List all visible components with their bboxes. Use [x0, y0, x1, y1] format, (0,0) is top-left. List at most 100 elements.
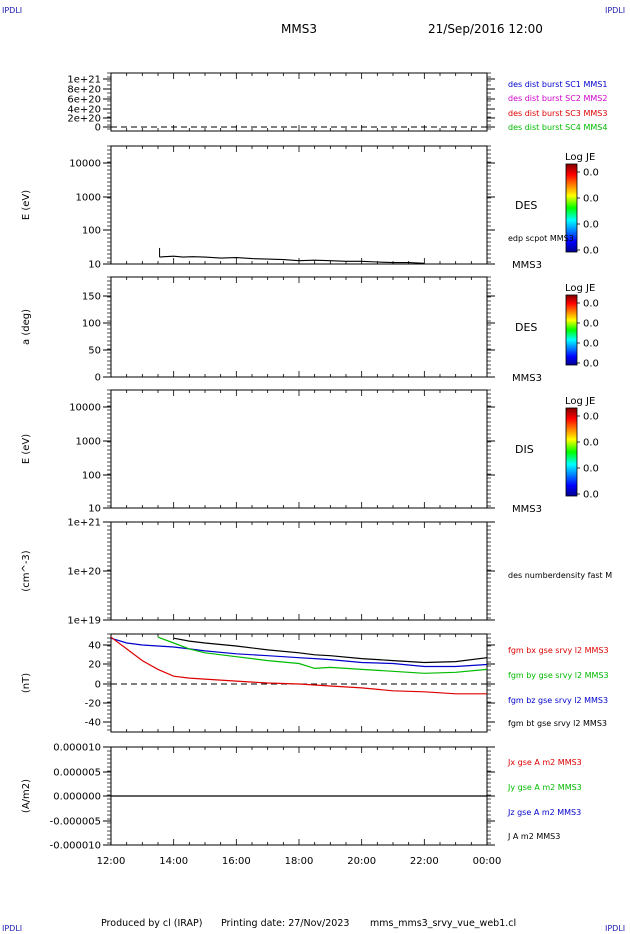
y-tick-label: 1e+21 — [67, 518, 101, 529]
y-tick-label: 0 — [95, 373, 101, 384]
colorbar-tick-label: 0.0 — [583, 359, 599, 370]
colorbar — [565, 407, 578, 497]
legend-entry: Jx gse A m2 MMS3 — [507, 758, 582, 767]
colorbar-tick-label: 0.0 — [583, 319, 599, 330]
datetime-title: 21/Sep/2016 12:00 — [428, 22, 543, 36]
legend-entry: fgm bt gse srvy l2 MMS3 — [508, 719, 607, 728]
y-axis-label: a (deg) — [21, 309, 32, 345]
series-line — [110, 636, 487, 695]
colorbar-tick-label: 0.0 — [583, 412, 599, 423]
spacecraft-label: MMS3 — [512, 373, 542, 384]
x-tick-label: 14:00 — [159, 856, 188, 867]
y-tick-label: 10 — [88, 260, 101, 271]
instrument-label: DIS — [515, 443, 534, 456]
colorbar-tick-label: 0.0 — [583, 168, 599, 179]
panel-frame — [110, 389, 488, 509]
panel-frame — [110, 72, 488, 132]
y-tick-label: 1e+21 — [67, 75, 101, 86]
y-axis-label: E (eV) — [21, 190, 32, 220]
panel-frame — [110, 276, 488, 378]
footer-produced: Produced by cl (IRAP) — [101, 918, 203, 929]
colorbar-title: Log JE — [565, 152, 595, 163]
legend-entry: fgm bx gse srvy l2 MMS3 — [508, 646, 609, 655]
colorbar-tick-label: 0.0 — [583, 220, 599, 231]
spacecraft-label: MMS3 — [512, 504, 542, 515]
spacecraft-label: MMS3 — [512, 260, 542, 271]
x-tick-label: 18:00 — [285, 856, 314, 867]
footer-printing-date: Printing date: 27/Nov/2023 — [221, 918, 350, 929]
instrument-label: DES — [515, 199, 537, 212]
series-line — [173, 637, 488, 664]
y-tick-label: 8e+20 — [67, 85, 101, 96]
legend-entry: J A m2 MMS3 — [507, 832, 560, 841]
y-tick-label: 0.000005 — [53, 768, 101, 779]
colorbar-tick-label: 0.0 — [583, 246, 599, 257]
y-axis-label: (nT) — [21, 673, 32, 693]
colorbar-title: Log JE — [565, 283, 595, 294]
y-tick-label: 1e+19 — [67, 616, 101, 627]
y-axis-label: (cm^-3) — [21, 550, 32, 591]
legend-entry: Jy gse A m2 MMS3 — [507, 783, 582, 792]
y-tick-label: 1000 — [76, 193, 101, 204]
spacecraft-title: MMS3 — [281, 22, 317, 36]
y-tick-label: 1000 — [76, 437, 101, 448]
y-tick-label: 0.000000 — [53, 792, 101, 803]
y-tick-label: 150 — [82, 292, 101, 303]
footer-filename: mms_mms3_srvy_vue_web1.cl — [370, 918, 517, 929]
x-tick-label: 16:00 — [222, 856, 251, 867]
colorbar-tick-label: 0.0 — [583, 339, 599, 350]
y-tick-label: -40 — [85, 718, 101, 729]
legend-entry: des dist burst SC1 MMS1 — [508, 80, 607, 89]
instrument-label: DES — [515, 321, 537, 334]
legend-entry: des dist burst SC4 MMS4 — [508, 123, 607, 132]
scpot-line — [159, 255, 425, 264]
colorbar-tick-label: 0.0 — [583, 464, 599, 475]
y-tick-label: 2e+20 — [67, 114, 101, 125]
y-tick-label: 0.000010 — [53, 743, 101, 754]
y-tick-label: 100 — [82, 319, 101, 330]
y-tick-label: 50 — [88, 346, 101, 357]
series-line — [110, 637, 488, 668]
legend-entry: des numberdensity fast M — [508, 571, 612, 580]
y-tick-label: -0.000010 — [50, 841, 101, 852]
y-tick-label: -20 — [85, 699, 101, 710]
y-tick-label: 0 — [95, 123, 101, 134]
y-tick-label: 1e+20 — [67, 567, 101, 578]
y-axis-label: (A/m2) — [21, 779, 32, 813]
legend-entry: fgm by gse srvy l2 MMS3 — [508, 671, 609, 680]
y-tick-label: -0.000005 — [50, 817, 101, 828]
colorbar — [565, 294, 578, 366]
legend-entry: Jz gse A m2 MMS3 — [507, 808, 581, 817]
panel-frame — [110, 145, 488, 265]
x-tick-label: 12:00 — [97, 856, 126, 867]
colorbar-tick-label: 0.0 — [583, 438, 599, 449]
y-tick-label: 0 — [95, 680, 101, 691]
colorbar-title: Log JE — [565, 396, 595, 407]
panel-frame — [110, 633, 488, 733]
y-tick-label: 40 — [88, 641, 101, 652]
panel-frame — [110, 521, 488, 621]
y-tick-label: 10000 — [69, 403, 101, 414]
legend-entry: des dist burst SC3 MMS3 — [508, 109, 607, 118]
logo-bottom-right: IPDLI — [605, 924, 626, 933]
y-tick-label: 4e+20 — [67, 105, 101, 116]
colorbar-tick-label: 0.0 — [583, 299, 599, 310]
colorbar-tick-label: 0.0 — [583, 490, 599, 501]
series-line — [157, 636, 488, 674]
colorbar — [565, 163, 578, 253]
y-tick-label: 100 — [82, 226, 101, 237]
y-tick-label: 10000 — [69, 159, 101, 170]
logo-right: IPDLI — [605, 6, 626, 15]
y-tick-label: 100 — [82, 471, 101, 482]
x-tick-label: 22:00 — [410, 856, 439, 867]
colorbar-tick-label: 0.0 — [583, 194, 599, 205]
overlay-label: edp scpot MMS3 — [508, 234, 574, 243]
y-tick-label: 6e+20 — [67, 95, 101, 106]
x-tick-label: 20:00 — [347, 856, 376, 867]
y-tick-label: 10 — [88, 504, 101, 515]
legend-entry: fgm bz gse srvy l2 MMS3 — [508, 696, 608, 705]
y-axis-label: E (eV) — [21, 434, 32, 464]
x-tick-label: 00:00 — [473, 856, 502, 867]
logo-bottom-left: IPDLI — [2, 924, 23, 933]
